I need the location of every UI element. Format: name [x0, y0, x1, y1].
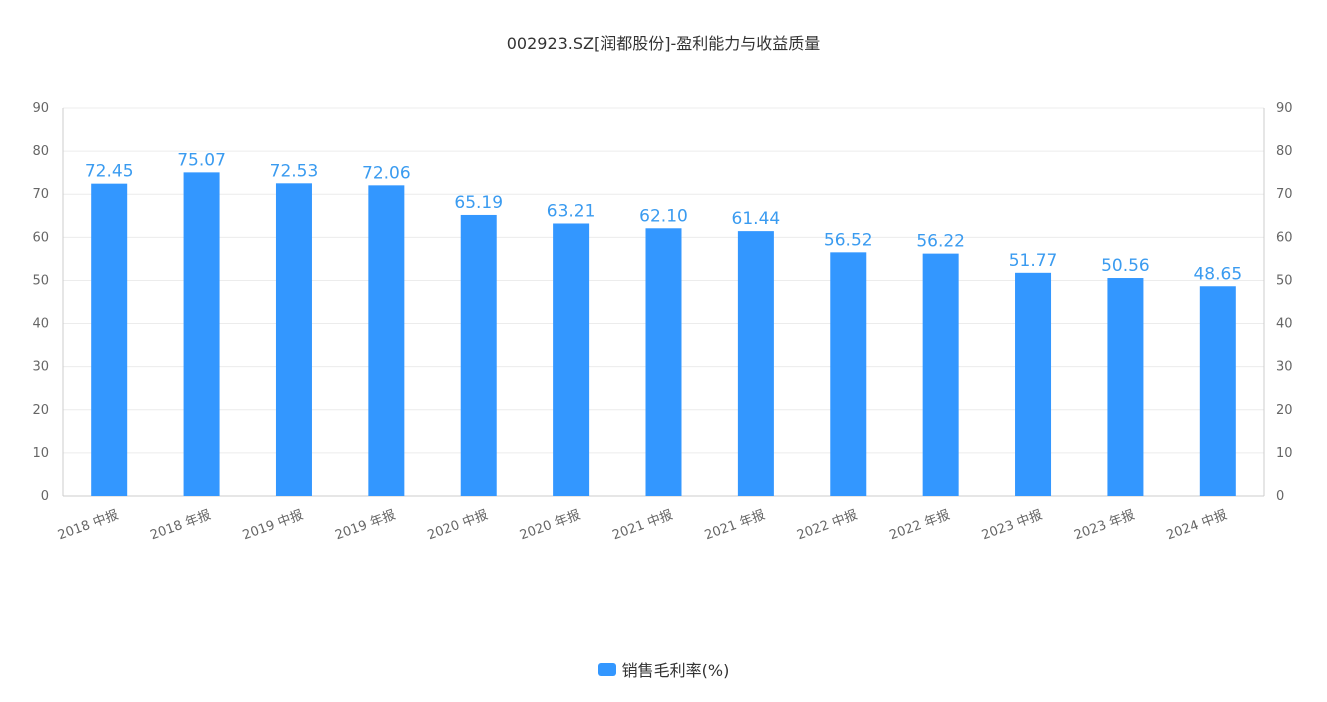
bar[interactable] — [1107, 278, 1144, 496]
y2-tick-label: 60 — [1276, 230, 1293, 245]
y2-tick-label: 80 — [1276, 144, 1293, 159]
bar[interactable] — [183, 172, 220, 497]
bar[interactable] — [922, 253, 959, 496]
y-tick-label: 30 — [32, 360, 49, 375]
x-tick-label: 2022 年报 — [887, 508, 952, 544]
bar[interactable] — [737, 231, 774, 496]
x-tick-label: 2022 中报 — [795, 508, 860, 544]
x-tick-label: 2021 中报 — [610, 508, 675, 544]
y2-tick-label: 30 — [1276, 360, 1293, 375]
data-label: 63.21 — [547, 201, 596, 221]
data-label: 72.06 — [362, 163, 411, 183]
x-tick-label: 2020 中报 — [426, 508, 491, 544]
data-label: 72.53 — [270, 161, 319, 181]
x-tick-label: 2023 中报 — [980, 508, 1045, 544]
y2-tick-label: 90 — [1276, 101, 1293, 116]
bar[interactable] — [830, 252, 867, 496]
x-tick-label: 2020 年报 — [518, 508, 583, 544]
y2-tick-label: 70 — [1276, 187, 1293, 202]
bar[interactable] — [275, 183, 312, 496]
data-label: 72.45 — [85, 162, 134, 182]
bar[interactable] — [91, 183, 128, 496]
y2-tick-label: 40 — [1276, 317, 1293, 332]
y2-tick-label: 10 — [1276, 446, 1293, 461]
y-tick-label: 90 — [32, 101, 49, 116]
y2-tick-label: 20 — [1276, 403, 1293, 418]
x-tick-label: 2024 中报 — [1165, 508, 1230, 544]
bar[interactable] — [460, 214, 497, 496]
bar[interactable] — [368, 185, 405, 496]
y-tick-label: 10 — [32, 446, 49, 461]
data-label: 48.65 — [1193, 264, 1242, 284]
data-label: 51.77 — [1009, 251, 1058, 271]
bar[interactable] — [1199, 286, 1236, 496]
y-tick-label: 70 — [32, 187, 49, 202]
data-label: 65.19 — [454, 193, 503, 213]
bar[interactable] — [1015, 272, 1052, 496]
data-label: 62.10 — [639, 206, 688, 226]
x-tick-label: 2018 年报 — [148, 508, 213, 544]
y-tick-label: 20 — [32, 403, 49, 418]
x-tick-label: 2018 中报 — [56, 508, 121, 544]
bar[interactable] — [553, 223, 590, 496]
x-tick-label: 2021 年报 — [703, 508, 768, 544]
bar[interactable] — [645, 228, 682, 496]
x-tick-label: 2019 年报 — [333, 508, 398, 544]
data-labels: 72.45 75.07 72.53 72.06 65.19 63.21 62.10 61.44… — [85, 150, 1242, 284]
data-label: 56.22 — [916, 232, 965, 252]
x-tick-label: 2023 年报 — [1072, 508, 1137, 544]
data-label: 61.44 — [732, 209, 781, 229]
y2-tick-label: 50 — [1276, 273, 1293, 288]
data-label: 50.56 — [1101, 256, 1150, 276]
data-label: 56.52 — [824, 230, 873, 250]
x-tick-label: 2019 中报 — [241, 508, 306, 544]
y-tick-label: 0 — [41, 489, 49, 504]
data-label: 75.07 — [177, 150, 226, 170]
y-tick-label: 80 — [32, 144, 49, 159]
axes: 0 0 10 10 20 20 30 30 40 40 50 50 60 60 70 70 80 80 90 90 — [32, 101, 1292, 504]
y-tick-label: 40 — [32, 317, 49, 332]
chart-title: 002923.SZ[润都股份]-盈利能力与收益质量 — [506, 34, 821, 53]
y-tick-label: 50 — [32, 273, 49, 288]
bars — [91, 172, 1236, 497]
y2-tick-label: 0 — [1276, 489, 1284, 504]
legend[interactable]: 销售毛利率(%) — [0, 657, 1327, 681]
legend-swatch — [597, 662, 616, 676]
legend-label: 销售毛利率(%) — [621, 661, 730, 680]
x-axis-labels: 2018 中报 2018 年报 2019 中报 2019 年报 2020 中报 2020 … — [56, 508, 1229, 544]
y-tick-label: 60 — [32, 230, 49, 245]
